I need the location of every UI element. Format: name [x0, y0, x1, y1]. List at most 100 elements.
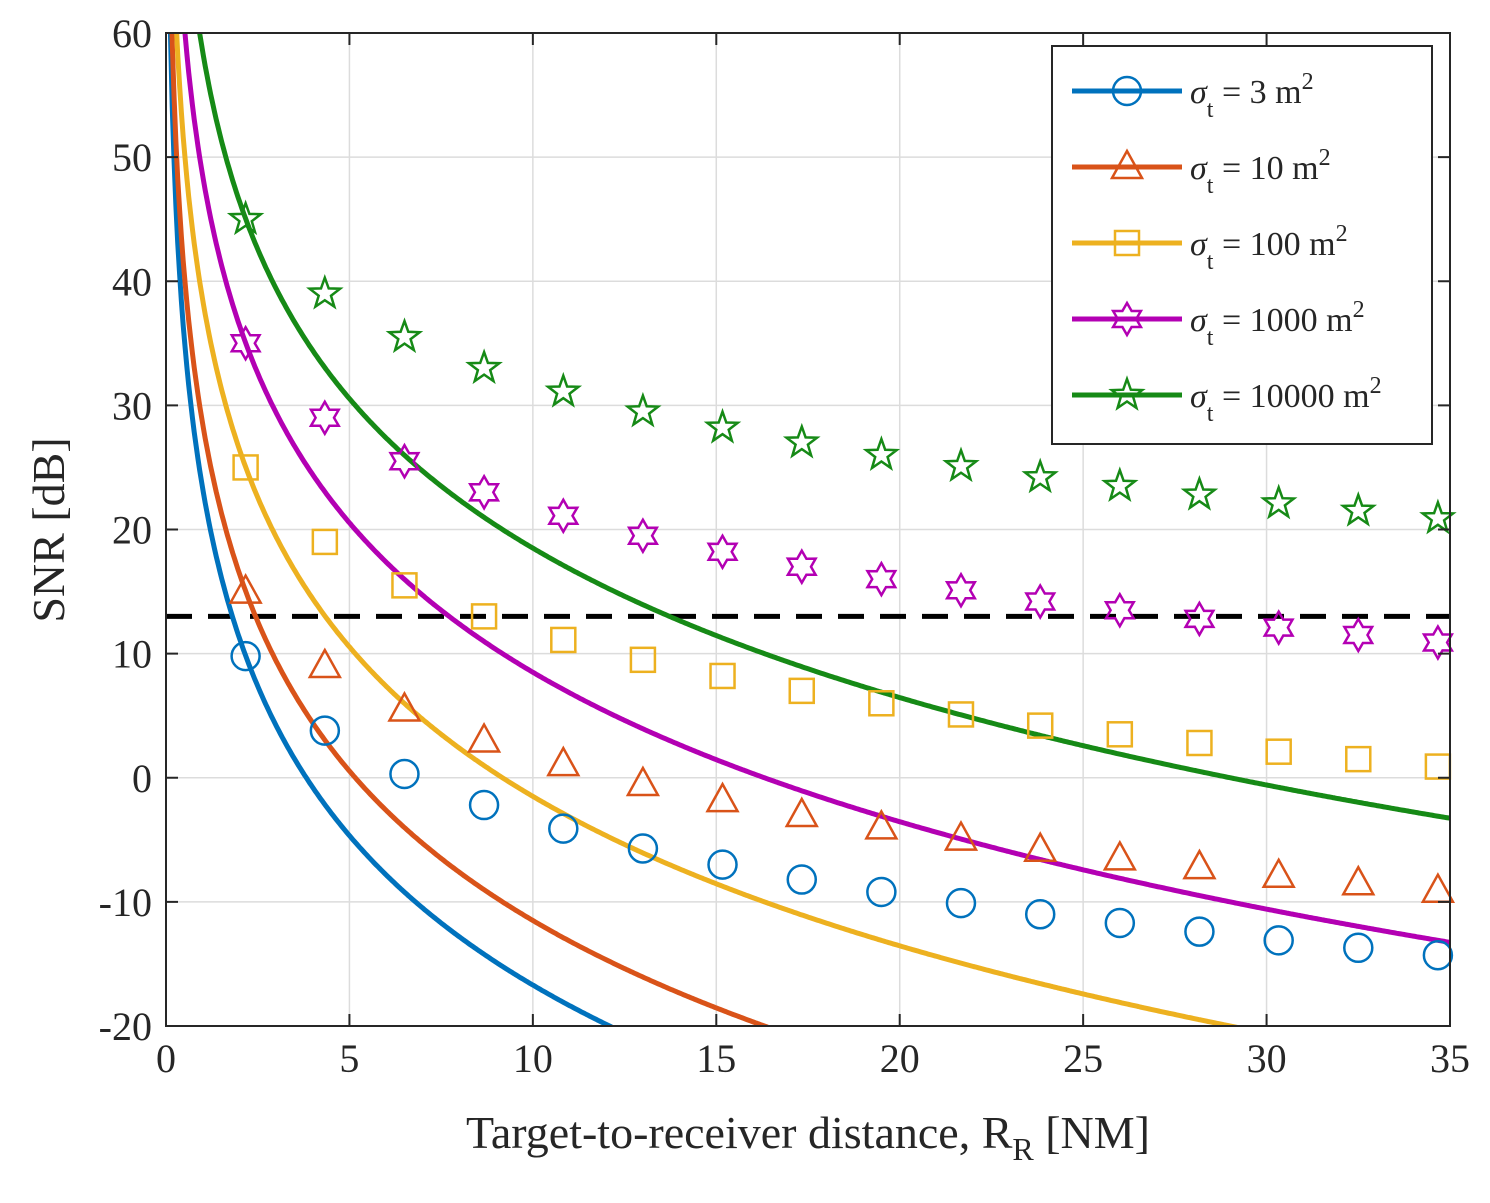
- data-point-series-5: [226, 199, 265, 236]
- data-point-series-1: [707, 849, 738, 880]
- data-point-series-3: [232, 454, 259, 481]
- data-point-series-5: [703, 407, 742, 444]
- data-point-series-2: [943, 819, 979, 851]
- y-tick-label: -10: [99, 880, 152, 925]
- x-tick-label: 0: [156, 1036, 176, 1081]
- data-point-series-1: [548, 813, 579, 844]
- data-point-series-2: [1182, 848, 1217, 880]
- data-point-series-5: [862, 435, 901, 472]
- data-point-series-1: [945, 887, 977, 919]
- data-point-series-3: [311, 528, 339, 556]
- y-tick-label: 60: [112, 11, 152, 56]
- data-point-series-2: [1023, 831, 1058, 862]
- data-point-series-4: [626, 517, 659, 555]
- legend-entry-label: σt = 3 m2: [1190, 69, 1314, 123]
- data-point-series-3: [470, 603, 498, 630]
- data-point-series-1: [1422, 939, 1454, 971]
- series-line-4: [182, 33, 1450, 945]
- y-axis-label: SNR [dB]: [23, 437, 74, 622]
- data-point-series-2: [784, 796, 819, 828]
- data-point-series-4: [1262, 609, 1295, 647]
- series-line-3: [174, 33, 1243, 1026]
- data-point-series-5: [1101, 466, 1139, 502]
- data-point-series-1: [1024, 899, 1056, 930]
- data-point-series-5: [942, 446, 980, 483]
- y-tick-label: 30: [112, 383, 152, 428]
- data-point-series-2: [546, 745, 581, 777]
- data-point-series-4: [706, 533, 739, 571]
- data-point-series-1: [1263, 925, 1294, 956]
- data-point-series-5: [1021, 457, 1059, 494]
- data-point-series-1: [627, 833, 659, 864]
- data-point-series-4: [1103, 591, 1136, 629]
- data-point-series-4: [1342, 616, 1375, 654]
- legend-swatch-marker: [1108, 375, 1146, 411]
- data-point-series-2: [387, 690, 422, 722]
- data-point-series-2: [864, 808, 899, 840]
- data-point-series-2: [307, 647, 342, 679]
- data-point-series-1: [786, 864, 818, 895]
- y-tick-label: 20: [112, 508, 152, 553]
- data-point-series-4: [308, 399, 341, 437]
- data-point-series-3: [629, 646, 657, 674]
- data-point-series-3: [1265, 738, 1292, 765]
- data-point-series-3: [1106, 721, 1134, 748]
- data-point-series-1: [230, 640, 261, 672]
- legend-swatch-marker: [1110, 300, 1144, 338]
- data-point-series-3: [1345, 745, 1372, 773]
- data-point-series-3: [868, 690, 895, 717]
- data-point-series-1: [1104, 907, 1136, 939]
- legend-entry-label: σt = 10 m2: [1190, 145, 1331, 199]
- data-point-series-5: [624, 391, 662, 428]
- data-point-series-2: [228, 572, 263, 604]
- data-point-series-4: [944, 571, 977, 609]
- x-axis-label: Target-to-receiver distance, RR [NM]: [466, 1107, 1150, 1167]
- x-tick-label: 10: [513, 1036, 553, 1081]
- data-point-series-3: [788, 677, 816, 705]
- legend-entry-label: σt = 1000 m2: [1190, 297, 1365, 351]
- data-point-series-1: [468, 789, 500, 821]
- data-point-series-1: [389, 758, 420, 790]
- x-tick-label: 5: [339, 1036, 359, 1081]
- data-point-series-1: [1343, 932, 1374, 964]
- data-point-series-3: [709, 662, 736, 690]
- data-point-series-3: [947, 701, 975, 728]
- y-tick-label: 40: [112, 259, 152, 304]
- data-point-series-2: [625, 765, 661, 797]
- data-point-series-4: [785, 548, 818, 586]
- data-point-series-3: [391, 572, 418, 599]
- data-point-series-4: [865, 560, 898, 598]
- y-tick-label: 50: [112, 135, 152, 180]
- data-point-series-2: [1102, 839, 1137, 871]
- data-point-series-5: [1180, 474, 1219, 511]
- data-point-series-4: [547, 497, 580, 535]
- legend-swatch-marker: [1113, 229, 1141, 257]
- y-tick-label: 10: [112, 632, 152, 677]
- series-line-2: [169, 33, 772, 1026]
- data-point-series-5: [1259, 483, 1298, 520]
- marker-layer: [226, 199, 1457, 971]
- series-layer: [167, 33, 1450, 1026]
- x-tick-label: 20: [880, 1036, 920, 1081]
- data-point-series-5: [544, 371, 583, 408]
- x-tick-label: 25: [1063, 1036, 1103, 1081]
- x-tick-label: 35: [1430, 1036, 1470, 1081]
- data-point-series-5: [782, 422, 821, 459]
- data-point-series-4: [1421, 623, 1454, 662]
- data-point-series-2: [1420, 872, 1456, 903]
- data-point-series-4: [1183, 600, 1216, 638]
- data-point-series-3: [1026, 712, 1054, 739]
- data-point-series-5: [306, 274, 344, 310]
- data-point-series-2: [1261, 857, 1296, 889]
- x-tick-label: 30: [1247, 1036, 1287, 1081]
- legend-box: [1051, 45, 1433, 445]
- axis-ticks: [165, 32, 1451, 1027]
- legend-swatch-marker: [1111, 75, 1143, 107]
- data-point-series-4: [229, 324, 262, 362]
- tick-labels: 0 5 10 15 20 25 30 35 -20 -10 0 10 20 30 40 50 60: [99, 11, 1470, 1081]
- x-tick-label: 15: [696, 1036, 736, 1081]
- y-tick-label: 0: [132, 756, 152, 801]
- data-point-series-3: [550, 626, 577, 654]
- data-point-series-4: [388, 442, 421, 480]
